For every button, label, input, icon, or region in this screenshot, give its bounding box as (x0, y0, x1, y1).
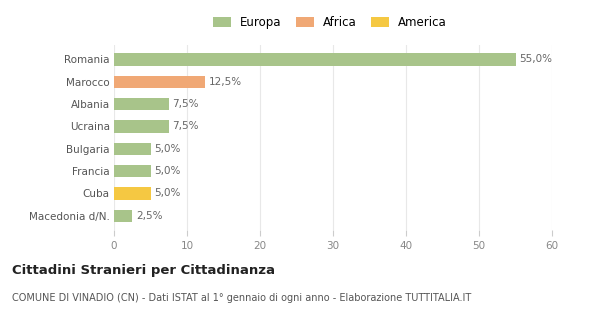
Text: 5,0%: 5,0% (154, 144, 181, 154)
Text: 55,0%: 55,0% (519, 54, 552, 64)
Text: 2,5%: 2,5% (136, 211, 163, 221)
Bar (114, 76, 205, 88)
Bar (114, 165, 151, 177)
Text: Cittadini Stranieri per Cittadinanza: Cittadini Stranieri per Cittadinanza (12, 264, 275, 277)
Bar (114, 210, 132, 222)
Bar (114, 187, 151, 200)
Text: 5,0%: 5,0% (154, 166, 181, 176)
Text: 7,5%: 7,5% (172, 99, 199, 109)
Bar (114, 53, 515, 66)
Text: COMUNE DI VINADIO (CN) - Dati ISTAT al 1° gennaio di ogni anno - Elaborazione TU: COMUNE DI VINADIO (CN) - Dati ISTAT al 1… (12, 293, 471, 303)
Bar (114, 98, 169, 110)
Bar (114, 120, 169, 132)
Text: 5,0%: 5,0% (154, 188, 181, 198)
Legend: Europa, Africa, America: Europa, Africa, America (209, 12, 451, 32)
Bar (114, 143, 151, 155)
Text: 7,5%: 7,5% (172, 121, 199, 132)
Text: 12,5%: 12,5% (209, 77, 242, 87)
